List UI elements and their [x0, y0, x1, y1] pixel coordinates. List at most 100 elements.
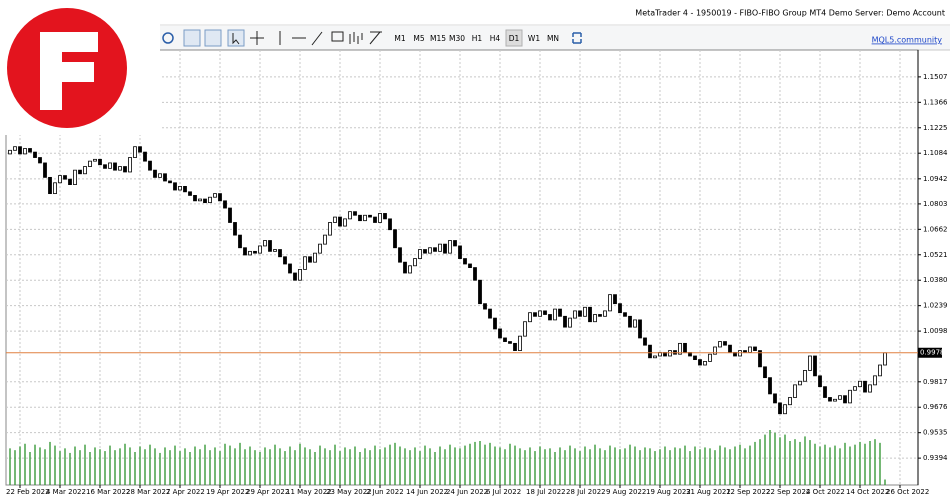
candle-body	[48, 176, 52, 195]
candle-body	[18, 146, 22, 155]
logo-letter	[40, 32, 98, 110]
y-tick-label: 1.0098	[923, 327, 948, 335]
crosshair-button[interactable]	[250, 31, 264, 45]
candle-body	[443, 243, 447, 254]
volume-bar	[754, 441, 756, 485]
candle-body	[473, 267, 477, 281]
candle-body	[98, 158, 102, 166]
chart-shift-button[interactable]	[204, 29, 222, 47]
candle-body	[113, 162, 117, 171]
volume-bar	[694, 446, 696, 485]
candle-body	[763, 366, 767, 379]
timeframe-button[interactable]: M1	[394, 34, 405, 43]
candle-body	[333, 216, 337, 223]
volume-bar	[104, 451, 106, 485]
volume-bar	[509, 443, 511, 485]
candle-body	[813, 355, 817, 377]
candle-body	[303, 256, 307, 270]
zoom-out-button[interactable]	[162, 32, 174, 44]
volume-bar	[494, 446, 496, 485]
x-tick-label: 29 Apr 2022	[246, 488, 289, 496]
logo	[0, 0, 160, 135]
volume-bar	[839, 448, 841, 485]
volume-bar	[619, 449, 621, 485]
volume-bar	[859, 441, 861, 485]
volume-bar	[879, 442, 881, 485]
candle-body	[838, 395, 842, 400]
candle-body	[8, 149, 12, 155]
candle-body	[798, 380, 802, 386]
volume-bar	[584, 446, 586, 485]
candle-body	[163, 173, 167, 182]
x-tick-label: 12 Sep 2022	[726, 488, 770, 496]
candle-body	[403, 261, 407, 274]
volume-bar	[564, 450, 566, 485]
volume-bar	[639, 450, 641, 485]
candle-body	[638, 319, 642, 339]
y-tick-label: 0.9535	[923, 429, 948, 437]
volume-bar	[79, 450, 81, 485]
x-tick-label: 14 Jun 2022	[406, 488, 448, 496]
candle-body	[588, 306, 592, 323]
timeframe-button[interactable]: MN	[547, 34, 559, 43]
candle-body	[643, 337, 647, 346]
timeframe-button[interactable]: H4	[490, 34, 501, 43]
autoscroll-button[interactable]	[183, 29, 201, 47]
volume-bar	[664, 446, 666, 485]
candle-body	[188, 191, 192, 196]
candle-body	[463, 258, 467, 265]
candle-body	[123, 166, 127, 173]
timeframe-button[interactable]: M5	[413, 34, 424, 43]
volume-bar	[784, 434, 786, 485]
volume-bar	[549, 448, 551, 485]
cursor-button[interactable]	[227, 29, 245, 47]
candle-body	[278, 249, 282, 258]
candle-body	[503, 337, 507, 342]
candle-body	[223, 200, 227, 209]
volume-bar	[569, 445, 571, 485]
fullscreen-button[interactable]	[572, 32, 582, 44]
volume-bar	[319, 445, 321, 485]
timeframe-button[interactable]: M30	[449, 34, 465, 43]
volume-bar	[434, 452, 436, 485]
volume-bar	[534, 451, 536, 485]
volume-bar	[484, 444, 486, 485]
candle-body	[653, 355, 657, 359]
volume-bar	[289, 446, 291, 485]
candle-body	[613, 294, 617, 305]
candle-body	[618, 303, 622, 314]
volume-bar	[379, 449, 381, 485]
volume-bar	[89, 452, 91, 485]
volume-bar	[759, 439, 761, 485]
volume-bar	[409, 450, 411, 485]
channel-button[interactable]	[349, 32, 363, 44]
candle-body	[118, 166, 122, 171]
candle-body	[248, 250, 252, 256]
timeframe-button[interactable]: M15	[430, 34, 446, 43]
trendline-button[interactable]	[311, 31, 323, 46]
volume-bar	[9, 448, 11, 485]
volume-bar	[19, 446, 21, 485]
volume-bar	[749, 445, 751, 485]
candle-body	[528, 312, 532, 323]
candle-body	[198, 198, 202, 202]
candle-body	[793, 384, 797, 398]
community-link[interactable]: MQL5.community	[872, 36, 943, 45]
volume-bar	[229, 445, 231, 485]
fibonacci-button[interactable]	[369, 31, 382, 45]
x-tick-label: 14 Oct 2022	[846, 488, 889, 496]
timeframe-button[interactable]: D1	[509, 34, 520, 43]
volume-bar	[764, 434, 766, 485]
candle-body	[603, 310, 607, 317]
volume-bar	[69, 452, 71, 485]
timeframe-button[interactable]: W1	[528, 34, 540, 43]
candle-body	[583, 306, 587, 317]
volume-bar	[329, 450, 331, 485]
text-button[interactable]	[331, 31, 344, 42]
volume-bar	[454, 447, 456, 485]
volume-bar	[269, 449, 271, 485]
candle-body	[748, 346, 752, 353]
volume-bar	[294, 450, 296, 485]
timeframe-button[interactable]: H1	[472, 34, 483, 43]
candle-body	[58, 175, 62, 184]
